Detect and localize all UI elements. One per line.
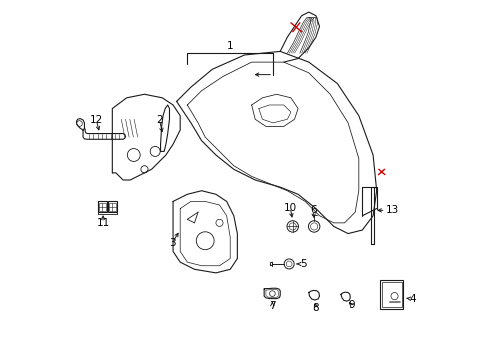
Text: 5: 5 xyxy=(299,259,306,269)
Bar xyxy=(108,202,117,212)
Text: 2: 2 xyxy=(156,115,163,125)
Bar xyxy=(380,280,403,309)
Bar xyxy=(99,203,106,211)
Text: 3: 3 xyxy=(169,238,175,248)
Text: 10: 10 xyxy=(283,203,296,212)
Text: 12: 12 xyxy=(89,115,102,125)
Text: 8: 8 xyxy=(312,302,319,312)
Text: 4: 4 xyxy=(409,294,416,303)
Bar xyxy=(381,282,401,307)
Text: 13: 13 xyxy=(385,205,398,215)
Bar xyxy=(109,203,116,211)
Text: 6: 6 xyxy=(309,205,316,215)
Text: 1: 1 xyxy=(226,41,233,51)
Text: 11: 11 xyxy=(96,218,109,228)
Bar xyxy=(98,202,107,212)
Text: 7: 7 xyxy=(268,301,275,311)
Text: 9: 9 xyxy=(347,300,354,310)
